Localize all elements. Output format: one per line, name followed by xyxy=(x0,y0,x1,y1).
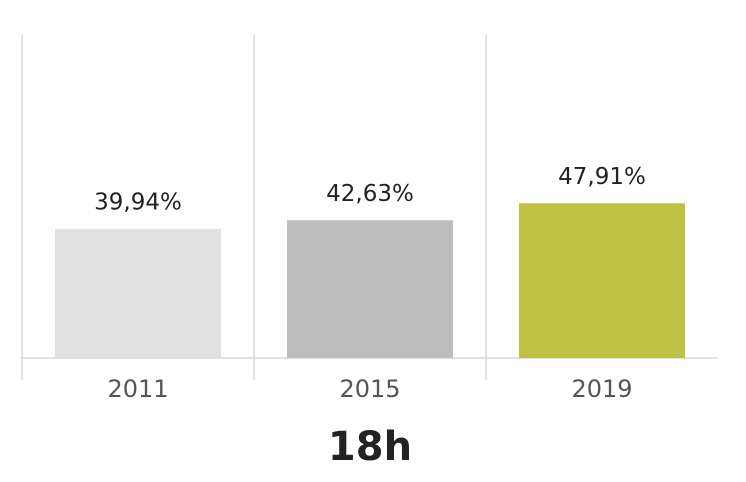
x-tick-label: 2019 xyxy=(571,375,632,403)
value-label: 42,63% xyxy=(326,181,414,207)
x-axis-label: 18h xyxy=(328,424,412,470)
bar xyxy=(519,203,685,358)
bar xyxy=(55,228,221,358)
bar xyxy=(287,220,453,358)
value-label: 47,91% xyxy=(558,164,646,190)
x-tick-label: 2015 xyxy=(339,375,400,403)
value-label: 39,94% xyxy=(94,189,182,215)
x-tick-label: 2011 xyxy=(107,375,168,403)
